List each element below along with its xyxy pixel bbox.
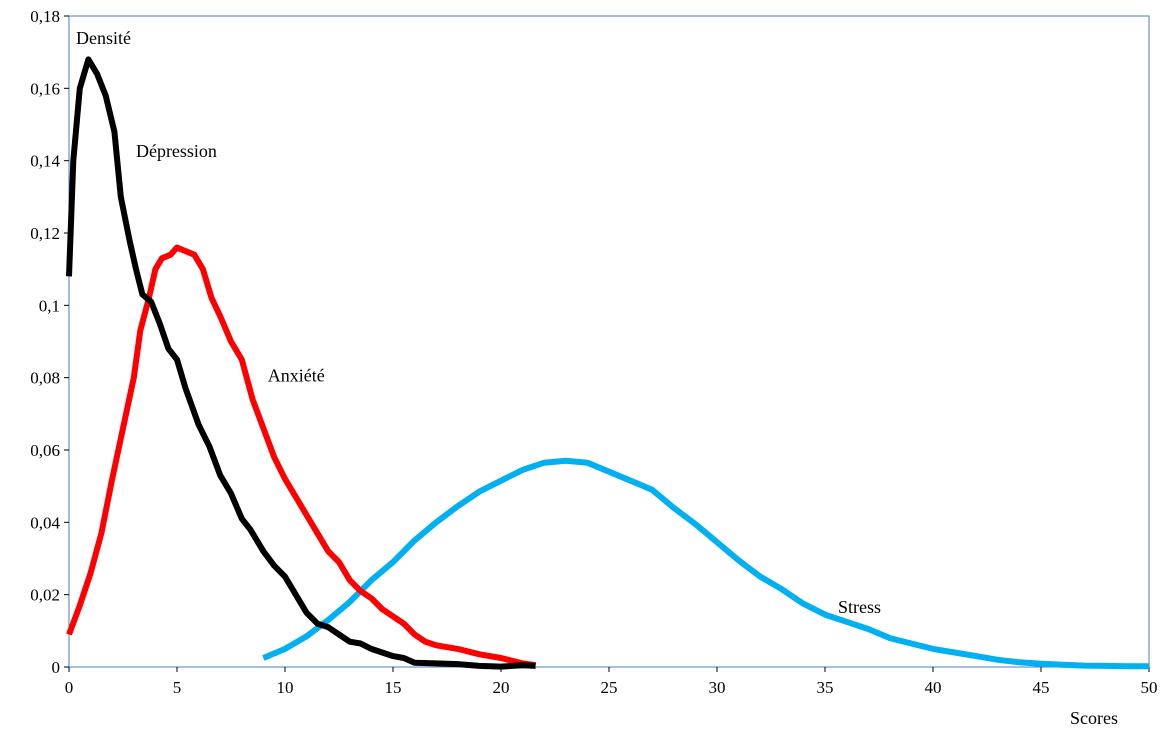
x-tick-label: 30 bbox=[709, 678, 726, 697]
y-tick-label: 0,06 bbox=[30, 441, 60, 460]
x-tick-label: 35 bbox=[817, 678, 834, 697]
x-tick-label: 5 bbox=[173, 678, 182, 697]
x-tick-label: 0 bbox=[65, 678, 74, 697]
x-tick-label: 25 bbox=[601, 678, 618, 697]
series-line-stress bbox=[262, 457, 1149, 670]
series-line-depression bbox=[66, 56, 536, 670]
x-tick-label: 45 bbox=[1033, 678, 1050, 697]
y-tick-label: 0,12 bbox=[30, 224, 60, 243]
x-tick-label: 15 bbox=[385, 678, 402, 697]
x-axis: 0 5 10 15 20 25 30 35 40 45 50 bbox=[65, 667, 1158, 697]
series-label-depression: Dépression bbox=[136, 141, 217, 161]
y-tick-label: 0,02 bbox=[30, 586, 60, 605]
series-label-anxiete: Anxiété bbox=[268, 365, 325, 385]
y-axis-title: Densité bbox=[76, 28, 131, 48]
x-tick-label: 10 bbox=[277, 678, 294, 697]
x-tick-label: 50 bbox=[1141, 678, 1158, 697]
series-label-stress: Stress bbox=[838, 597, 881, 617]
series-layer bbox=[66, 56, 1149, 670]
y-axis: 0 0,02 0,04 0,06 0,08 0,1 0,12 0,14 0,16 0,18 bbox=[30, 7, 69, 677]
series-line-anxiete bbox=[66, 244, 537, 669]
y-tick-label: 0,1 bbox=[39, 296, 60, 315]
x-axis-title: Scores bbox=[1070, 708, 1118, 728]
y-tick-label: 0,14 bbox=[30, 152, 60, 171]
y-tick-label: 0,18 bbox=[30, 7, 60, 26]
x-tick-label: 20 bbox=[493, 678, 510, 697]
x-tick-label: 40 bbox=[925, 678, 942, 697]
y-tick-label: 0,08 bbox=[30, 369, 60, 388]
y-tick-label: 0 bbox=[52, 658, 61, 677]
series-labels: Dépression Anxiété Stress bbox=[136, 141, 881, 617]
y-tick-label: 0,04 bbox=[30, 513, 60, 532]
y-tick-label: 0,16 bbox=[30, 79, 60, 98]
